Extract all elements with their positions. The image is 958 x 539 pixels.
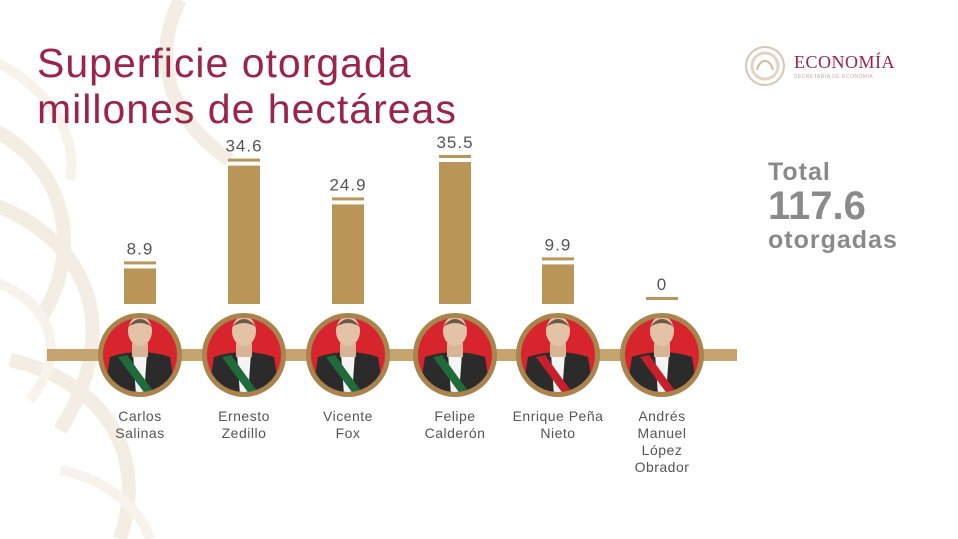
category-label: Felipe Calderón <box>425 408 486 441</box>
category-label-line: Obrador <box>635 459 690 475</box>
category-label: Andrés Manuel López Obrador <box>635 408 690 475</box>
portrait-enrique-pena-nieto-icon <box>516 313 600 397</box>
data-label: 35.5 <box>436 133 473 152</box>
data-label: 0 <box>657 275 667 294</box>
category-label-line: Calderón <box>425 425 486 441</box>
data-label: 24.9 <box>329 175 366 194</box>
data-label: 8.9 <box>127 239 154 258</box>
portrait-ernesto-zedillo-icon <box>202 313 286 397</box>
slide-title: Superficie otorgada millones de hectárea… <box>37 40 457 132</box>
category-label-line: Felipe <box>434 408 475 424</box>
category-label: Ernesto Zedillo <box>218 408 270 441</box>
bar-cap <box>228 158 260 162</box>
bar <box>228 165 260 304</box>
background-emblem-watermark <box>0 0 234 539</box>
category-label-line: Ernesto <box>218 408 270 424</box>
bar-cap <box>332 197 364 201</box>
data-label: 9.9 <box>545 235 572 254</box>
logo-subtitle: SECRETARÍA DE ECONOMÍA <box>794 74 874 80</box>
category-label-line: Manuel <box>638 425 687 441</box>
bar-cap <box>646 297 678 300</box>
total-suffix: otorgadas <box>768 226 898 254</box>
bar-cap <box>542 257 574 261</box>
portrait-andres-manuel-lopez-obrador-icon <box>620 313 704 397</box>
category-label-line: Andrés <box>638 408 685 424</box>
category-label: Vicente Fox <box>323 408 373 441</box>
bar <box>439 162 471 304</box>
category-label-line: Carlos <box>118 408 161 424</box>
economia-logo <box>745 46 785 86</box>
category-label: Carlos Salinas <box>115 408 164 441</box>
portrait-vicente-fox-icon <box>306 313 390 397</box>
national-emblem-icon <box>745 46 785 86</box>
bar-cap <box>439 155 471 158</box>
bar-cap <box>124 261 156 265</box>
category-label-line: Fox <box>336 425 361 441</box>
total-value: 117.6 <box>768 184 866 228</box>
portrait-carlos-salinas-icon <box>98 313 182 397</box>
category-label: Enrique Peña Nieto <box>513 408 604 441</box>
total-summary: Total 117.6 otorgadas <box>768 158 898 254</box>
portrait-felipe-calderon-icon <box>413 313 497 397</box>
bar <box>124 268 156 304</box>
category-label-line: Vicente <box>323 408 373 424</box>
bar <box>332 204 364 304</box>
category-label-line: Enrique Peña <box>513 408 604 424</box>
category-label-line: López <box>642 442 683 458</box>
bar <box>542 264 574 304</box>
data-label: 34.6 <box>225 137 262 156</box>
slide-title-line-2: millones de hectáreas <box>37 86 457 132</box>
logo-name: ECONOMÍA <box>794 52 895 72</box>
total-label: Total <box>768 158 831 186</box>
slide-title-line-1: Superficie otorgada <box>37 40 412 86</box>
category-label-line: Salinas <box>115 425 164 441</box>
category-label-line: Zedillo <box>222 425 267 441</box>
category-label-line: Nieto <box>540 425 575 441</box>
